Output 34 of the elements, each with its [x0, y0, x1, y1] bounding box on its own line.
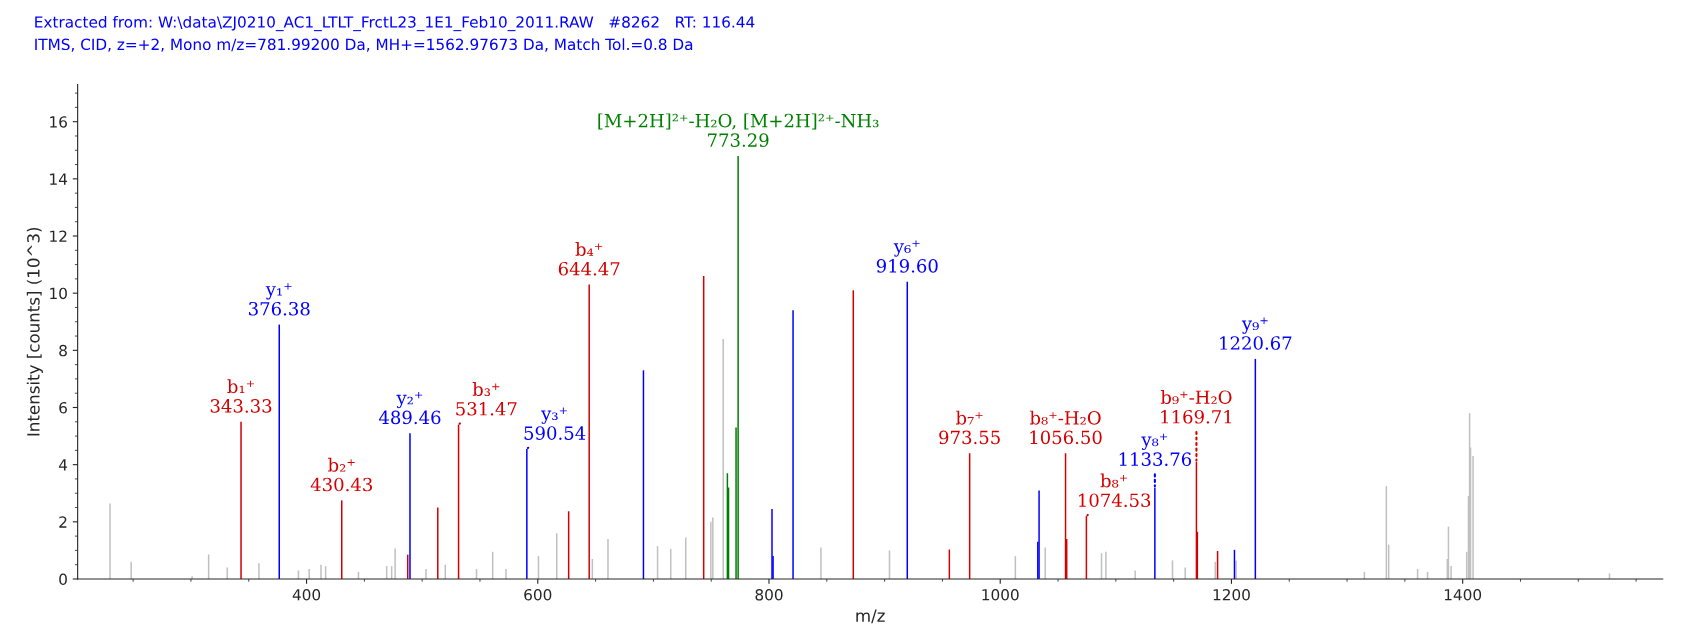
- annotation: y₉⁺ 1220.67: [1220, 317, 1292, 350]
- annotation: y₂⁺ 489.46: [378, 391, 441, 425]
- annotation: y₃⁺ 590.54: [524, 407, 586, 440]
- x-axis-title: m/z: [856, 609, 885, 624]
- annotation: b₃⁺ 531.47: [456, 382, 517, 416]
- y-tick-label: 8: [59, 344, 67, 357]
- x-tick-label: 1000: [982, 588, 1019, 601]
- annotation: b₈⁺-H₂O 1056.50: [1029, 410, 1102, 445]
- annotation: b₂⁺ 430.43: [310, 457, 372, 492]
- annotation: y₁⁺ 376.38: [249, 283, 310, 316]
- x-tick-label: 800: [755, 588, 783, 601]
- y-tick-label: 6: [59, 401, 67, 414]
- x-tick-label: 1400: [1444, 588, 1482, 601]
- x-tick-label: 400: [292, 588, 321, 601]
- y-tick-label: 2: [59, 516, 67, 528]
- y-tick-label: 10: [50, 287, 67, 300]
- annotation: y₈⁺ 1133.76: [1119, 433, 1192, 466]
- y-axis-title: Intensity [counts] (10^3): [26, 227, 43, 436]
- y-tick-label: 0: [59, 573, 67, 586]
- y-tick-label: 4: [58, 459, 68, 471]
- y-tick-label: 12: [50, 230, 67, 242]
- chart-title: Extracted from: W:\data\ZJ0210_AC1_LTLT_FrctL23_1E1_Feb10_2011.RAW #8262 RT: 116.44: [35, 15, 755, 32]
- annotation: b₉⁺-H₂O 1169.71: [1160, 390, 1232, 424]
- annotation: b₈⁺ 1074.53: [1079, 473, 1151, 508]
- annotation: [M+2H]²⁺-H₂O, [M+2H]²⁺-NH₃ 773.29: [598, 113, 879, 147]
- chart-subtitle: ITMS, CID, z=+2, Mono m/z=781.99200 Da, MH+=1562.97673 Da, Match Tol.=0.8 Da: [35, 38, 693, 52]
- y-tick-label: 16: [50, 116, 67, 128]
- y-tick-label: 14: [50, 173, 68, 185]
- annotation: y₆⁺ 919.60: [876, 240, 938, 273]
- x-tick-label: 1200: [1213, 588, 1250, 601]
- annotation: b₄⁺ 644.47: [558, 242, 620, 276]
- annotation: b₁⁺ 343.33: [210, 379, 272, 413]
- annotation: b₇⁺ 973.55: [939, 410, 1000, 445]
- x-tick-label: 600: [524, 588, 552, 601]
